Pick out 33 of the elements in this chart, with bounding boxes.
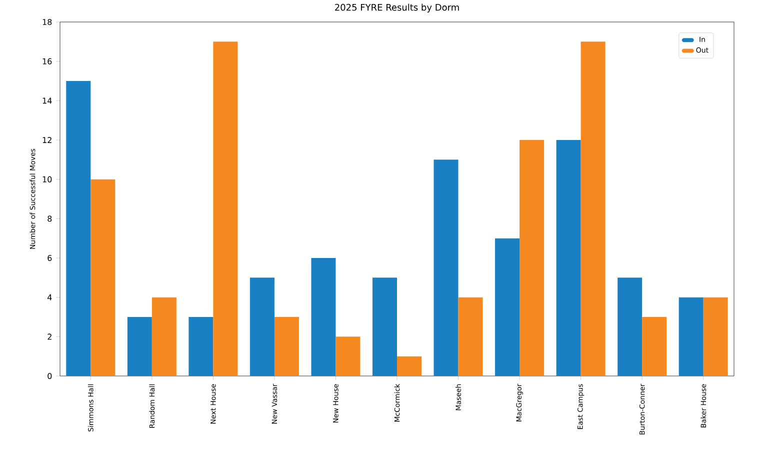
bar bbox=[372, 278, 397, 376]
chart-title: 2025 FYRE Results by Dorm bbox=[335, 4, 459, 12]
y-tick-label: 0 bbox=[48, 372, 52, 380]
bar bbox=[434, 160, 458, 376]
bar bbox=[618, 278, 642, 376]
bar bbox=[580, 42, 606, 376]
bar bbox=[397, 356, 422, 376]
y-tick-label: 2 bbox=[48, 334, 52, 340]
bar bbox=[213, 42, 238, 376]
bar bbox=[703, 297, 728, 376]
y-tick-label: 14 bbox=[42, 98, 52, 104]
y-tick-label: 12 bbox=[42, 137, 52, 143]
bar bbox=[495, 238, 520, 376]
bar bbox=[642, 316, 667, 376]
bar bbox=[250, 278, 274, 376]
bar bbox=[274, 316, 299, 376]
y-tick-label: 16 bbox=[42, 58, 52, 64]
y-tick-label: 4 bbox=[48, 294, 52, 300]
bar bbox=[311, 258, 336, 376]
bar bbox=[458, 297, 483, 376]
bar bbox=[336, 336, 360, 376]
y-tick-label: 18 bbox=[42, 18, 52, 26]
y-tick-label: 8 bbox=[48, 216, 52, 222]
bar bbox=[66, 80, 91, 376]
bar bbox=[127, 316, 152, 376]
y-tick-label: 10 bbox=[42, 176, 52, 182]
bar bbox=[556, 140, 581, 376]
bar bbox=[520, 140, 544, 376]
bar bbox=[678, 297, 704, 376]
bar bbox=[152, 297, 176, 376]
bar bbox=[188, 316, 214, 376]
y-tick-label: 6 bbox=[48, 254, 52, 262]
bar bbox=[90, 179, 116, 376]
